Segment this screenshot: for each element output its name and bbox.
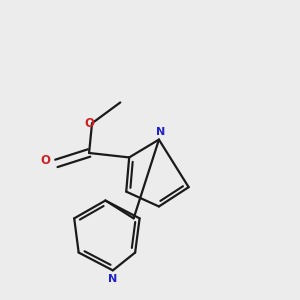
Text: O: O — [40, 154, 50, 167]
Text: N: N — [108, 274, 118, 284]
Text: N: N — [156, 127, 165, 137]
Text: O: O — [85, 117, 95, 130]
